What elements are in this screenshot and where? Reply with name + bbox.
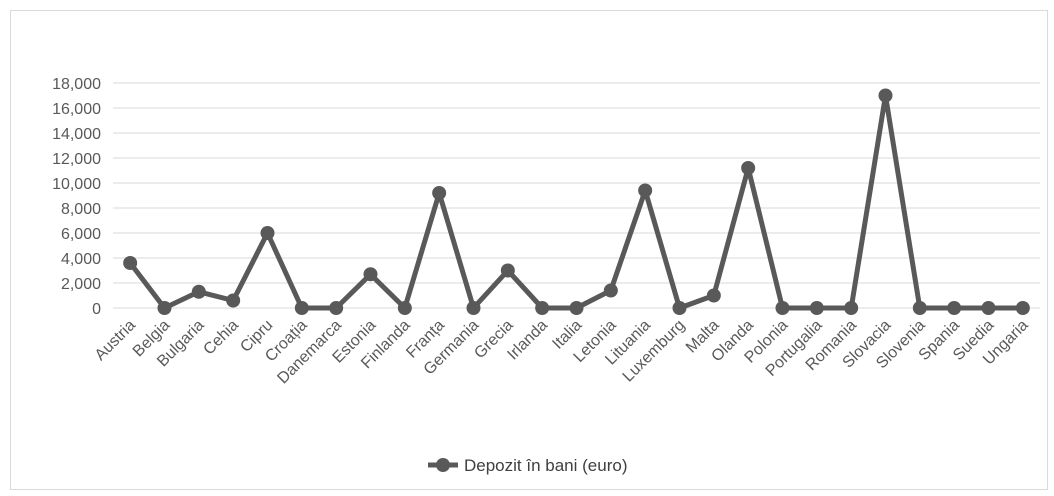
data-point (569, 301, 584, 315)
data-point (397, 301, 412, 315)
y-tick-label: 14,000 (52, 126, 101, 143)
y-axis: 0 2,000 4,000 6,000 8,000 10,000 12,000 14,000 1… (52, 76, 101, 318)
y-tick-label: 10,000 (52, 176, 101, 193)
y-tick-label: 0 (92, 301, 101, 318)
data-point (1015, 301, 1030, 315)
legend-dot-marker (436, 458, 450, 472)
data-point (878, 88, 893, 103)
y-tick-label: 18,000 (52, 76, 101, 93)
data-point (947, 301, 962, 315)
data-point (226, 293, 241, 308)
data-point (603, 283, 618, 298)
y-tick-label: 6,000 (61, 226, 101, 243)
y-tick-label: 4,000 (61, 251, 101, 268)
data-point (157, 301, 172, 315)
plot-area (123, 88, 1030, 315)
series-line (128, 93, 1023, 311)
data-point (535, 301, 550, 315)
data-point (123, 256, 138, 270)
data-point (191, 284, 206, 299)
data-point (912, 301, 927, 315)
data-point (844, 301, 859, 315)
data-point (981, 301, 996, 315)
legend: Depozit în bani (euro) (428, 456, 627, 475)
data-point (500, 263, 515, 278)
x-axis: AustriaBelgiaBulgariaCehiaCipruCroațiaDa… (92, 317, 1032, 388)
x-tick-label: Austria (92, 317, 139, 364)
legend-label: Depozit în bani (euro) (464, 456, 627, 475)
data-point (294, 301, 309, 315)
data-point (260, 226, 275, 240)
y-tick-label: 16,000 (52, 101, 101, 118)
data-point (775, 301, 790, 315)
y-tick-label: 8,000 (61, 201, 101, 218)
x-tick-label: Cehia (200, 317, 242, 359)
data-point (672, 301, 687, 315)
chart-frame (10, 10, 1048, 490)
data-point (329, 301, 344, 315)
data-point (638, 183, 653, 198)
data-point (741, 161, 756, 175)
y-tick-label: 2,000 (61, 276, 101, 293)
data-point (466, 301, 481, 315)
gridlines (113, 82, 1040, 309)
data-point (363, 267, 378, 282)
y-tick-label: 12,000 (52, 151, 101, 168)
data-point (432, 186, 447, 200)
data-point (809, 301, 824, 315)
data-point (706, 288, 721, 303)
